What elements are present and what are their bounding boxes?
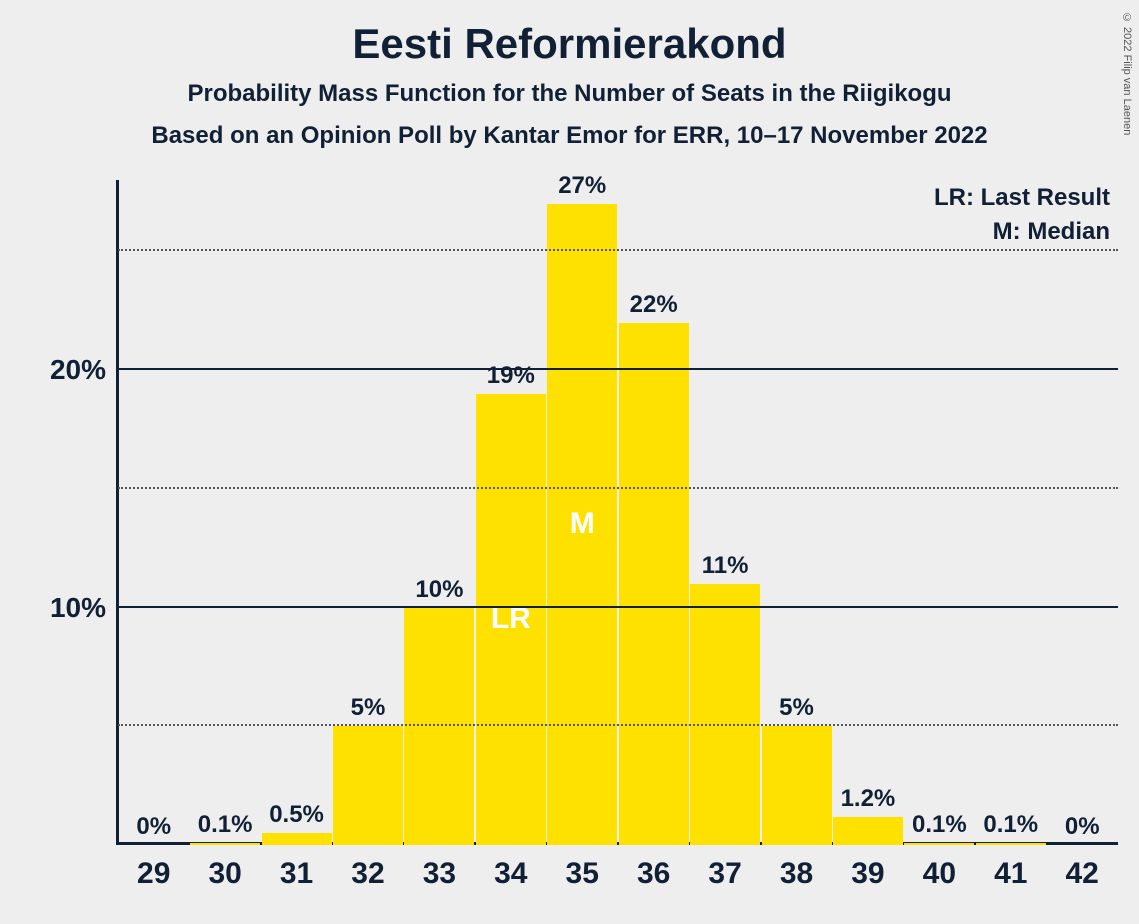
gridline bbox=[118, 606, 1118, 608]
bar-slot: 0.1%40 bbox=[904, 180, 975, 845]
x-tick-label: 38 bbox=[780, 845, 813, 891]
x-tick-label: 35 bbox=[566, 845, 599, 891]
bar-value-label: 10% bbox=[415, 576, 463, 608]
bar-value-label: 5% bbox=[779, 694, 814, 726]
bar-slot: 27%M35 bbox=[547, 180, 618, 845]
bar: 1.2% bbox=[833, 817, 903, 846]
x-tick-label: 37 bbox=[708, 845, 741, 891]
gridline bbox=[118, 487, 1118, 489]
bar-value-label: 0% bbox=[1065, 813, 1100, 845]
bar-slot: 0.1%41 bbox=[975, 180, 1046, 845]
bar: 11% bbox=[690, 584, 760, 845]
bars-container: 0%290.1%300.5%315%3210%3319%LR3427%M3522… bbox=[118, 180, 1118, 845]
bar-slot: 11%37 bbox=[689, 180, 760, 845]
y-tick-label: 20% bbox=[50, 354, 118, 386]
bar-slot: 19%LR34 bbox=[475, 180, 546, 845]
bar-slot: 22%36 bbox=[618, 180, 689, 845]
x-tick-label: 29 bbox=[137, 845, 170, 891]
bar: 27%M bbox=[547, 204, 617, 845]
x-tick-label: 39 bbox=[851, 845, 884, 891]
chart-subtitle-2: Based on an Opinion Poll by Kantar Emor … bbox=[0, 122, 1139, 150]
bar-value-label: 27% bbox=[558, 172, 606, 204]
bar-value-label: 0.1% bbox=[983, 811, 1038, 843]
bar-slot: 0%42 bbox=[1046, 180, 1117, 845]
bar: 10% bbox=[404, 608, 474, 846]
bar-value-label: 5% bbox=[351, 694, 386, 726]
bar-value-label: 22% bbox=[630, 291, 678, 323]
gridline bbox=[118, 368, 1118, 370]
bar-value-label: 0.1% bbox=[198, 811, 253, 843]
bar-value-label: 0.1% bbox=[912, 811, 967, 843]
chart-title: Eesti Reformierakond bbox=[0, 20, 1139, 68]
y-tick-label: 10% bbox=[50, 592, 118, 624]
bar-value-label: 1.2% bbox=[841, 785, 896, 817]
bar-slot: 5%32 bbox=[332, 180, 403, 845]
bar: 22% bbox=[619, 323, 689, 846]
x-tick-label: 40 bbox=[923, 845, 956, 891]
x-tick-label: 34 bbox=[494, 845, 527, 891]
bar-slot: 10%33 bbox=[404, 180, 475, 845]
chart-subtitle-1: Probability Mass Function for the Number… bbox=[0, 80, 1139, 108]
bar-slot: 5%38 bbox=[761, 180, 832, 845]
x-tick-label: 30 bbox=[208, 845, 241, 891]
bar-slot: 0.5%31 bbox=[261, 180, 332, 845]
bar-slot: 0%29 bbox=[118, 180, 189, 845]
x-tick-label: 31 bbox=[280, 845, 313, 891]
bar-value-label: 11% bbox=[702, 552, 749, 584]
bar: 5% bbox=[762, 726, 832, 845]
gridline bbox=[118, 249, 1118, 251]
bar: 5% bbox=[333, 726, 403, 845]
bar-value-label: 0% bbox=[136, 813, 171, 845]
x-tick-label: 41 bbox=[994, 845, 1027, 891]
bar-slot: 0.1%30 bbox=[189, 180, 260, 845]
bar-inner-label: M bbox=[570, 507, 595, 541]
bar: 0.5% bbox=[262, 833, 332, 845]
bar-slot: 1.2%39 bbox=[832, 180, 903, 845]
gridline bbox=[118, 724, 1118, 726]
x-tick-label: 42 bbox=[1066, 845, 1099, 891]
x-tick-label: 32 bbox=[351, 845, 384, 891]
x-tick-label: 33 bbox=[423, 845, 456, 891]
x-tick-label: 36 bbox=[637, 845, 670, 891]
bar: 19%LR bbox=[476, 394, 546, 845]
bar-value-label: 19% bbox=[487, 362, 535, 394]
plot-area: LR: Last Result M: Median 0%290.1%300.5%… bbox=[118, 180, 1118, 845]
pmf-chart: © 2022 Filip van Laenen Eesti Reformiera… bbox=[0, 0, 1139, 924]
bar-value-label: 0.5% bbox=[269, 801, 324, 833]
